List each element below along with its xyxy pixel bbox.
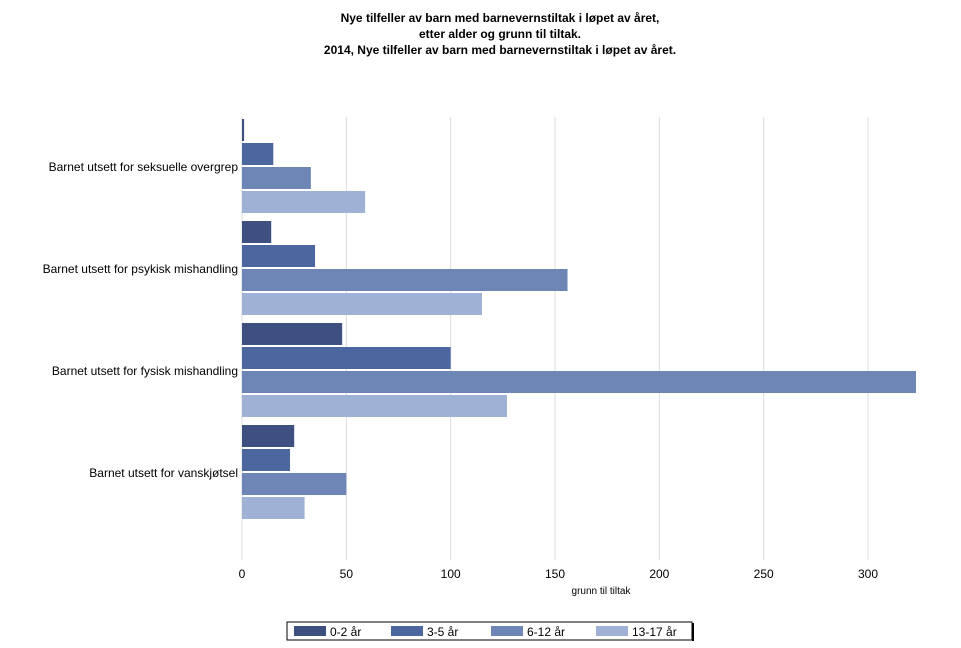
bar [242,395,508,417]
chart-title: Nye tilfeller av barn med barnevernstilt… [324,11,676,57]
x-tick-label: 50 [340,567,354,581]
bar [242,143,274,165]
legend-swatch [294,626,326,636]
bar [242,473,347,495]
legend-swatch [491,626,523,636]
bar [242,323,343,345]
x-tick-labels: 0 50 100 150 200 250 300 [239,567,879,581]
x-axis-title: grunn til tiltak [572,586,632,597]
bar [242,425,295,447]
x-tick-label: 150 [545,567,565,581]
x-tick-label: 0 [239,567,246,581]
legend-swatch [391,626,423,636]
bar [242,245,316,267]
legend-swatch [596,626,628,636]
bar [242,497,305,519]
category-label: Barnet utsett for psykisk mishandling [43,262,238,276]
legend-label: 6-12 år [527,625,565,639]
category-labels: Barnet utsett for seksuelle overgrep Barn… [43,160,239,480]
bar [242,119,245,141]
legend-label: 3-5 år [427,625,458,639]
bar [242,191,366,213]
bar [242,221,272,243]
bar [242,347,451,369]
x-tick-label: 200 [649,567,669,581]
chart-title-line-1: Nye tilfeller av barn med barnevernstilt… [341,11,660,25]
bar [242,167,311,189]
bars [242,119,917,519]
category-label: Barnet utsett for fysisk mishandling [52,364,238,378]
x-tick-label: 250 [754,567,774,581]
chart-title-line-3: 2014, Nye tilfeller av barn med barnever… [324,43,676,57]
category-label: Barnet utsett for seksuelle overgrep [49,160,239,174]
legend: 0-2 år 3-5 år 6-12 år 13-17 år [286,621,694,641]
bar [242,269,568,291]
bar [242,449,290,471]
bar [242,293,482,315]
x-tick-label: 300 [858,567,878,581]
x-tick-label: 100 [441,567,461,581]
bar [242,371,917,393]
legend-label: 0-2 år [330,625,361,639]
legend-label: 13-17 år [632,625,677,639]
gridlines [241,117,869,560]
category-label: Barnet utsett for vanskjøtsel [89,466,238,480]
chart-title-line-2: etter alder og grunn til tiltak. [419,27,581,41]
